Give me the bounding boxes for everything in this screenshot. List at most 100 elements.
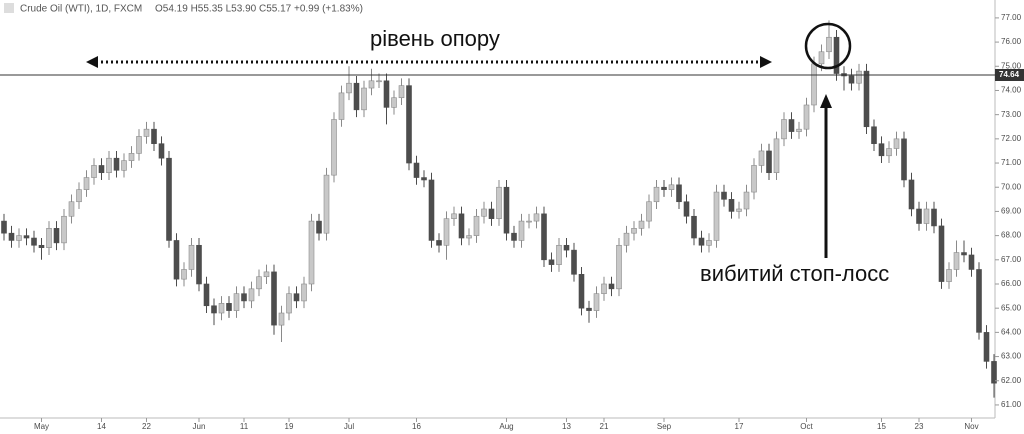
candle-body (376, 80, 382, 83)
candle-body (661, 186, 667, 190)
candle-body (548, 259, 555, 265)
candle-body (811, 63, 817, 106)
candle-body (961, 252, 967, 256)
x-tick-label: 19 (285, 422, 294, 431)
candle-body (893, 138, 900, 149)
candle-body (541, 213, 547, 261)
y-tick-label: 67.00 (1001, 255, 1022, 264)
candle-body (406, 85, 412, 164)
candle-body (233, 293, 240, 311)
y-tick-label: 68.00 (1001, 231, 1022, 240)
candle-body (991, 361, 997, 384)
candle-body (668, 184, 675, 190)
candle-body (631, 228, 637, 234)
x-tick-label: 13 (562, 422, 571, 431)
candle-body (571, 249, 577, 275)
x-tick-label: 17 (735, 422, 744, 431)
symbol-icon (4, 3, 14, 13)
y-tick-label: 63.00 (1001, 352, 1022, 361)
candle-body (983, 332, 990, 362)
candle-body (196, 244, 202, 285)
candle-body (428, 179, 435, 241)
candle-body (886, 148, 892, 157)
candle-body (863, 70, 870, 128)
candle-body (166, 157, 172, 241)
candle-body (586, 307, 592, 311)
candle-body (878, 143, 885, 157)
y-tick-label: 61.00 (1001, 400, 1022, 409)
candle-body (158, 143, 165, 159)
candle-body (421, 177, 427, 181)
candle-body (338, 92, 345, 120)
y-tick-label: 69.00 (1001, 207, 1022, 216)
candle-body (773, 138, 780, 174)
candle-body (263, 271, 270, 278)
candle-body (736, 208, 742, 212)
candle-body (608, 283, 615, 290)
candle-body (721, 191, 727, 200)
candle-body (473, 215, 480, 236)
candle-body (796, 128, 802, 132)
x-tick-label: 21 (600, 422, 609, 431)
candle-body (616, 244, 622, 290)
candle-body (346, 82, 352, 94)
candle-body (188, 244, 195, 270)
candle-body (61, 215, 67, 244)
candle-body (758, 150, 765, 166)
candle-body (151, 128, 157, 144)
candle-body (211, 305, 217, 314)
candle-body (593, 293, 600, 311)
candle-body (496, 186, 502, 219)
candle-body (331, 119, 337, 176)
candle-body (751, 165, 757, 193)
candle-body (443, 218, 450, 246)
candle-body (383, 80, 390, 108)
y-tick-label: 73.00 (1001, 110, 1022, 119)
candle-body (488, 208, 495, 219)
candle-body (128, 153, 135, 161)
candle-body (916, 208, 922, 224)
candle-body (368, 80, 375, 89)
y-tick-label: 66.00 (1001, 279, 1022, 288)
candle-body (766, 150, 772, 174)
chart-title: Crude Oil (WTI), 1D, FXCM (20, 4, 142, 15)
candle-body (458, 213, 465, 239)
candle-body (781, 119, 787, 140)
candle-body (946, 269, 952, 282)
candle-body (698, 237, 705, 246)
resistance-annotation: рівень опору (370, 26, 500, 51)
candle-body (68, 201, 75, 217)
candle-body (1, 220, 7, 234)
candle-body (526, 220, 532, 223)
candle-body (8, 232, 15, 241)
candle-body (803, 104, 810, 130)
candle-body (398, 85, 405, 99)
y-tick-label: 77.00 (1001, 13, 1022, 22)
candle-body (901, 138, 907, 181)
candle-body (683, 201, 690, 217)
candle-body (293, 293, 300, 302)
x-tick-label: 11 (240, 422, 249, 431)
candle-body (121, 160, 127, 171)
candle-body (53, 228, 60, 244)
candle-body (968, 254, 975, 270)
candle-body (256, 276, 262, 290)
highlight-circle (804, 22, 852, 70)
candle-body (788, 119, 795, 132)
candle-body (503, 186, 510, 234)
candle-body (938, 225, 945, 282)
x-tick-label: 22 (142, 422, 151, 431)
candle-body (728, 199, 735, 212)
candle-body (871, 126, 877, 144)
candle-body (181, 269, 187, 280)
candle-body (301, 283, 307, 302)
candle-body (923, 208, 930, 224)
y-tick-label: 72.00 (1001, 134, 1022, 143)
candle-body (451, 213, 457, 219)
x-tick-label: 23 (915, 422, 924, 431)
x-tick-label: Jul (344, 422, 354, 431)
price-label-box (995, 68, 1024, 81)
candle-body (908, 179, 915, 210)
candle-body (466, 235, 472, 239)
